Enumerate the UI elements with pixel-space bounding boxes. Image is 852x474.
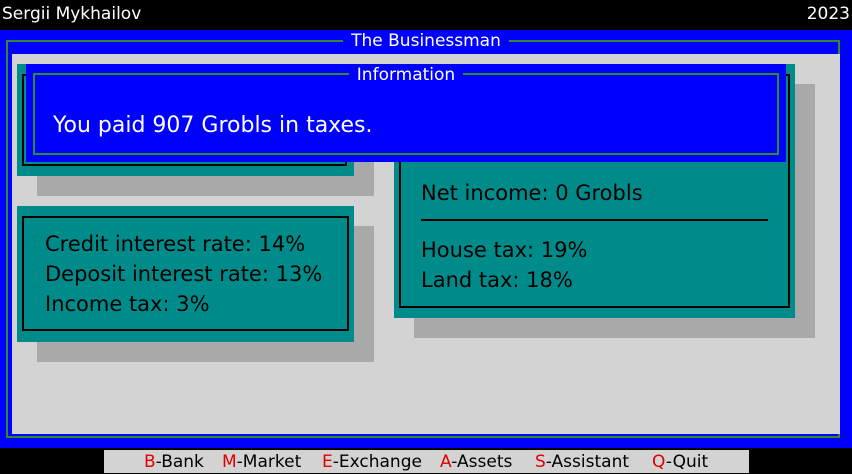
exchange-label: -Exchange — [332, 452, 422, 472]
information-dialog[interactable]: Information You paid 907 Grobls in taxes… — [26, 64, 786, 162]
year-label: 2023 — [806, 4, 850, 24]
bank-label: -Bank — [155, 452, 204, 472]
exchange-hotkey: E — [322, 452, 333, 472]
menu-item-assistant[interactable]: S-Assistant — [535, 450, 629, 474]
assistant-hotkey: S — [535, 452, 546, 472]
menu-item-market[interactable]: M-Market — [222, 450, 301, 474]
income-tax-label: Income tax: 3% — [45, 292, 210, 316]
bank-hotkey: B — [144, 452, 156, 472]
rates-panel-frame — [22, 216, 349, 331]
menu-item-assets[interactable]: A-Assets — [440, 450, 512, 474]
rates-panel: Credit interest rate: 14% Deposit intere… — [17, 206, 354, 342]
menu-item-bank[interactable]: B-Bank — [144, 450, 204, 474]
assets-label: -Assets — [451, 452, 513, 472]
assets-hotkey: A — [440, 452, 452, 472]
right-panel-divider — [421, 219, 768, 221]
market-label: -Market — [236, 452, 302, 472]
menu-item-exchange[interactable]: E-Exchange — [322, 450, 422, 474]
deposit-rate-label: Deposit interest rate: 13% — [45, 262, 323, 286]
credit-rate-label: Credit interest rate: 14% — [45, 232, 306, 256]
user-name: Sergii Mykhailov — [2, 4, 142, 24]
house-tax-label: House tax: 19% — [421, 238, 588, 262]
quit-hotkey: Q — [652, 452, 666, 472]
land-tax-label: Land tax: 18% — [421, 268, 573, 292]
quit-label: -Quit — [665, 452, 709, 472]
market-hotkey: M — [222, 452, 237, 472]
information-dialog-title-text: Information — [348, 65, 464, 85]
net-income-label: Net income: 0 Grobls — [421, 181, 643, 205]
information-dialog-title: Information — [26, 64, 786, 86]
bottom-menu-bar: B-Bank M-Market E-Exchange A-Assets S-As… — [104, 450, 749, 473]
top-bar: Sergii Mykhailov 2023 — [0, 0, 852, 28]
menu-item-quit[interactable]: Q-Quit — [652, 450, 708, 474]
assistant-label: -Assistant — [545, 452, 630, 472]
information-message: You paid 907 Grobls in taxes. — [53, 113, 373, 138]
